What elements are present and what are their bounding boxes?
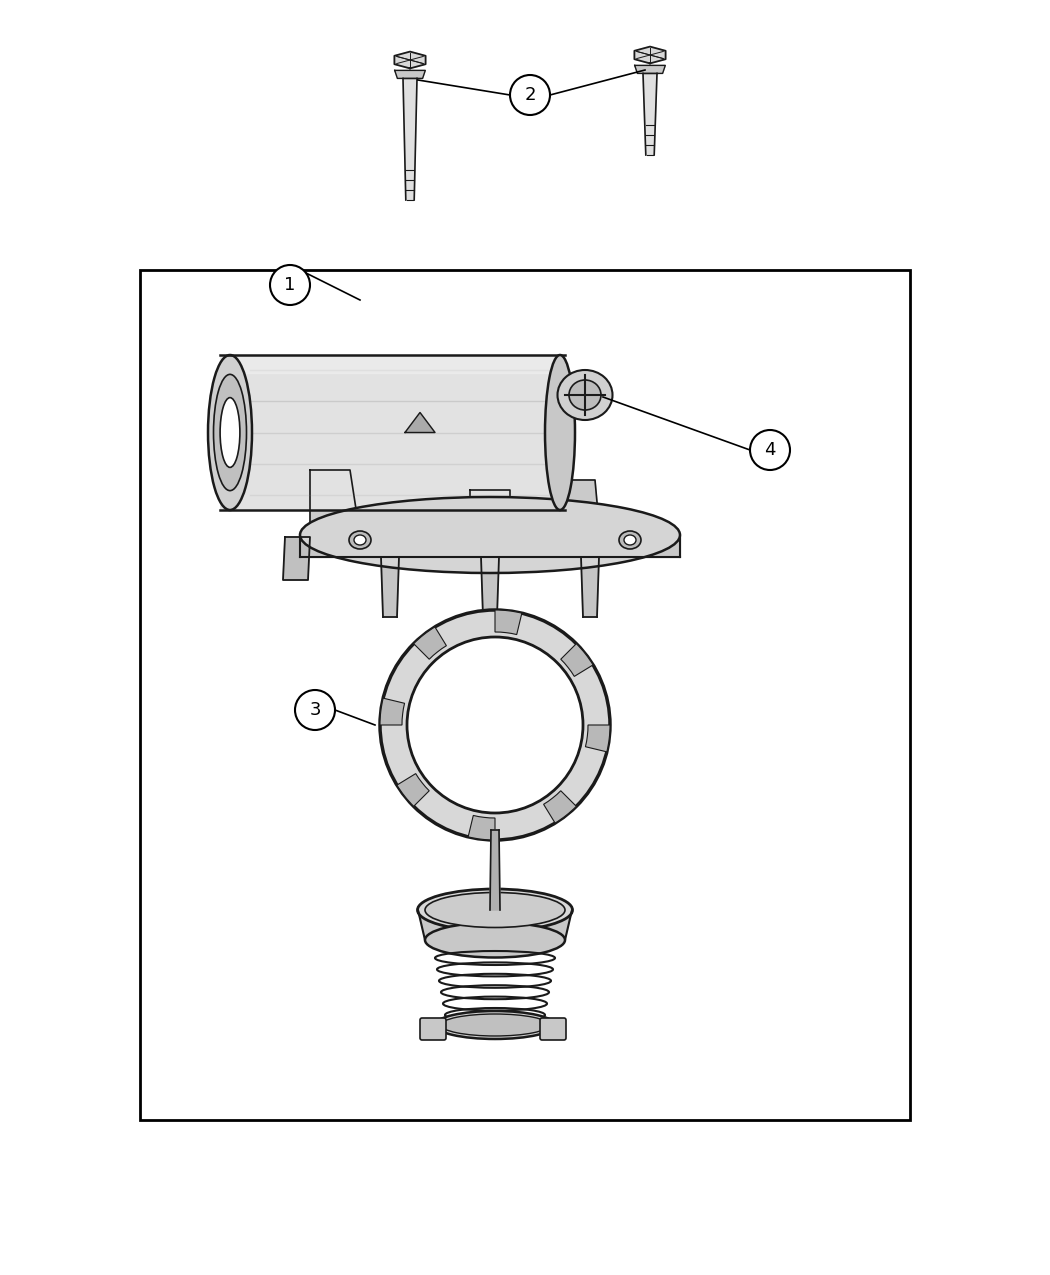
Bar — [140, 270, 910, 1119]
Polygon shape — [381, 557, 399, 617]
Ellipse shape — [425, 923, 565, 958]
Polygon shape — [220, 354, 565, 374]
Circle shape — [270, 265, 310, 305]
Polygon shape — [634, 47, 666, 64]
Polygon shape — [220, 354, 565, 510]
Wedge shape — [468, 816, 495, 840]
Polygon shape — [581, 557, 598, 617]
Polygon shape — [310, 470, 360, 536]
Circle shape — [407, 638, 583, 813]
Polygon shape — [643, 74, 657, 156]
Ellipse shape — [208, 354, 252, 510]
Ellipse shape — [620, 530, 640, 550]
Polygon shape — [418, 910, 572, 940]
Wedge shape — [495, 609, 522, 635]
Ellipse shape — [213, 375, 247, 491]
Wedge shape — [380, 699, 404, 725]
Wedge shape — [544, 790, 576, 824]
Ellipse shape — [300, 497, 680, 572]
Ellipse shape — [220, 398, 239, 468]
Wedge shape — [561, 644, 593, 677]
Circle shape — [295, 690, 335, 731]
Ellipse shape — [558, 370, 612, 419]
Polygon shape — [395, 70, 425, 78]
Text: 1: 1 — [285, 275, 296, 295]
Circle shape — [380, 609, 610, 840]
Polygon shape — [470, 490, 510, 536]
Circle shape — [750, 430, 790, 470]
Ellipse shape — [418, 889, 572, 931]
Circle shape — [510, 75, 550, 115]
Polygon shape — [300, 536, 680, 557]
FancyBboxPatch shape — [540, 1017, 566, 1040]
Ellipse shape — [569, 380, 601, 411]
Ellipse shape — [349, 530, 371, 550]
Wedge shape — [397, 774, 429, 806]
Wedge shape — [414, 627, 446, 659]
Text: 3: 3 — [310, 701, 320, 719]
Text: 4: 4 — [764, 441, 776, 459]
Ellipse shape — [435, 1011, 555, 1039]
Ellipse shape — [354, 536, 366, 544]
Wedge shape — [586, 725, 610, 752]
Ellipse shape — [545, 354, 575, 510]
Polygon shape — [403, 78, 417, 200]
Ellipse shape — [624, 536, 636, 544]
Polygon shape — [490, 830, 500, 910]
Text: 2: 2 — [524, 85, 536, 105]
Polygon shape — [634, 65, 666, 74]
Polygon shape — [481, 557, 499, 617]
Polygon shape — [395, 51, 425, 69]
Ellipse shape — [425, 892, 565, 927]
Polygon shape — [560, 479, 600, 536]
Polygon shape — [405, 413, 435, 432]
Polygon shape — [284, 537, 310, 580]
FancyBboxPatch shape — [420, 1017, 446, 1040]
Ellipse shape — [441, 1014, 549, 1037]
